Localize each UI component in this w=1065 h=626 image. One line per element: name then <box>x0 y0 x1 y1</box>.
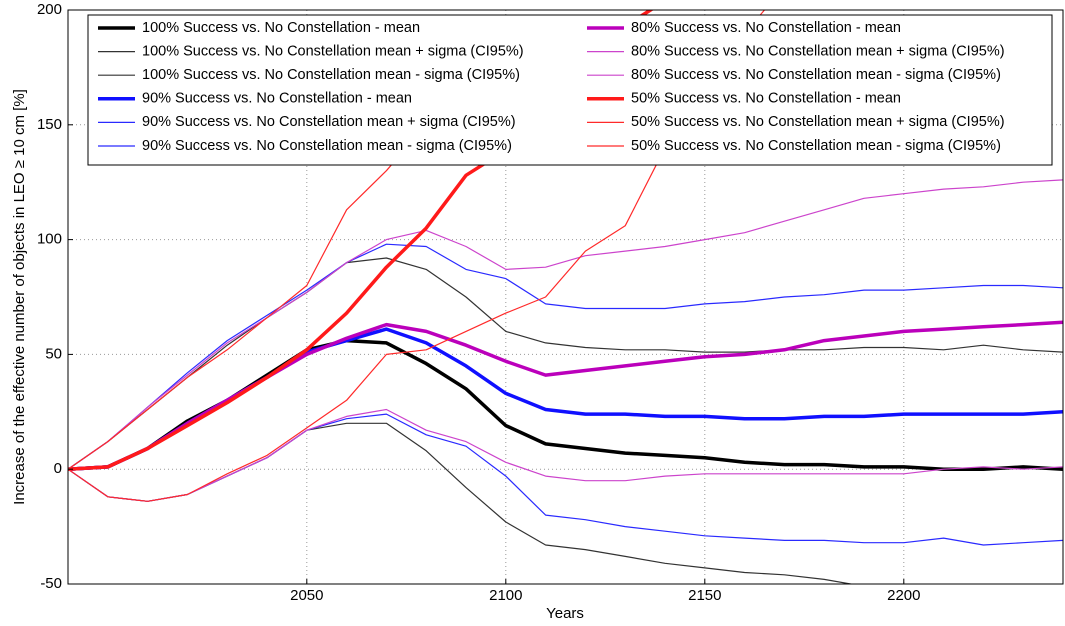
y-tick-label: 100 <box>37 231 62 248</box>
x-axis-label: Years <box>546 605 584 622</box>
y-tick-label: 50 <box>45 345 62 362</box>
x-tick-label: 2050 <box>290 587 323 604</box>
x-tick-label: 2150 <box>688 587 721 604</box>
y-tick-label: 150 <box>37 116 62 133</box>
plot-frame <box>67 9 1064 585</box>
y-tick-label: 200 <box>37 1 62 18</box>
legend-label: 80% Success vs. No Constellation mean + … <box>631 43 1005 59</box>
legend-label: 90% Success vs. No Constellation mean + … <box>142 114 516 130</box>
y-tick-label: 0 <box>54 460 62 477</box>
legend-label: 50% Success vs. No Constellation mean + … <box>631 114 1005 130</box>
legend-label: 100% Success vs. No Constellation mean +… <box>142 43 524 59</box>
legend-label: 100% Success vs. No Constellation - mean <box>142 20 420 36</box>
legend-label: 50% Success vs. No Constellation - mean <box>631 91 901 107</box>
x-tick-label: 2100 <box>489 587 522 604</box>
series-line <box>68 243 1063 470</box>
legend-label: 100% Success vs. No Constellation mean -… <box>142 67 520 83</box>
y-tick-label: -50 <box>40 575 62 592</box>
series-line <box>68 408 1063 502</box>
y-axis-label: Increase of the effective number of obje… <box>11 89 28 505</box>
series-line <box>68 257 1063 470</box>
legend: 100% Success vs. No Constellation - mean… <box>87 14 1053 166</box>
series-line <box>68 179 1063 470</box>
ticks: -50 0 50 100 150 200 2050 2100 2150 2200 <box>37 1 921 604</box>
legend-label: 80% Success vs. No Constellation - mean <box>631 20 901 36</box>
legend-label: 90% Success vs. No Constellation mean - … <box>142 138 512 154</box>
legend-box <box>87 14 1053 166</box>
legend-label: 50% Success vs. No Constellation mean - … <box>631 138 1001 154</box>
legend-label: 90% Success vs. No Constellation - mean <box>142 91 412 107</box>
x-tick-label: 2200 <box>887 587 920 604</box>
legend-label: 80% Success vs. No Constellation mean - … <box>631 67 1001 83</box>
